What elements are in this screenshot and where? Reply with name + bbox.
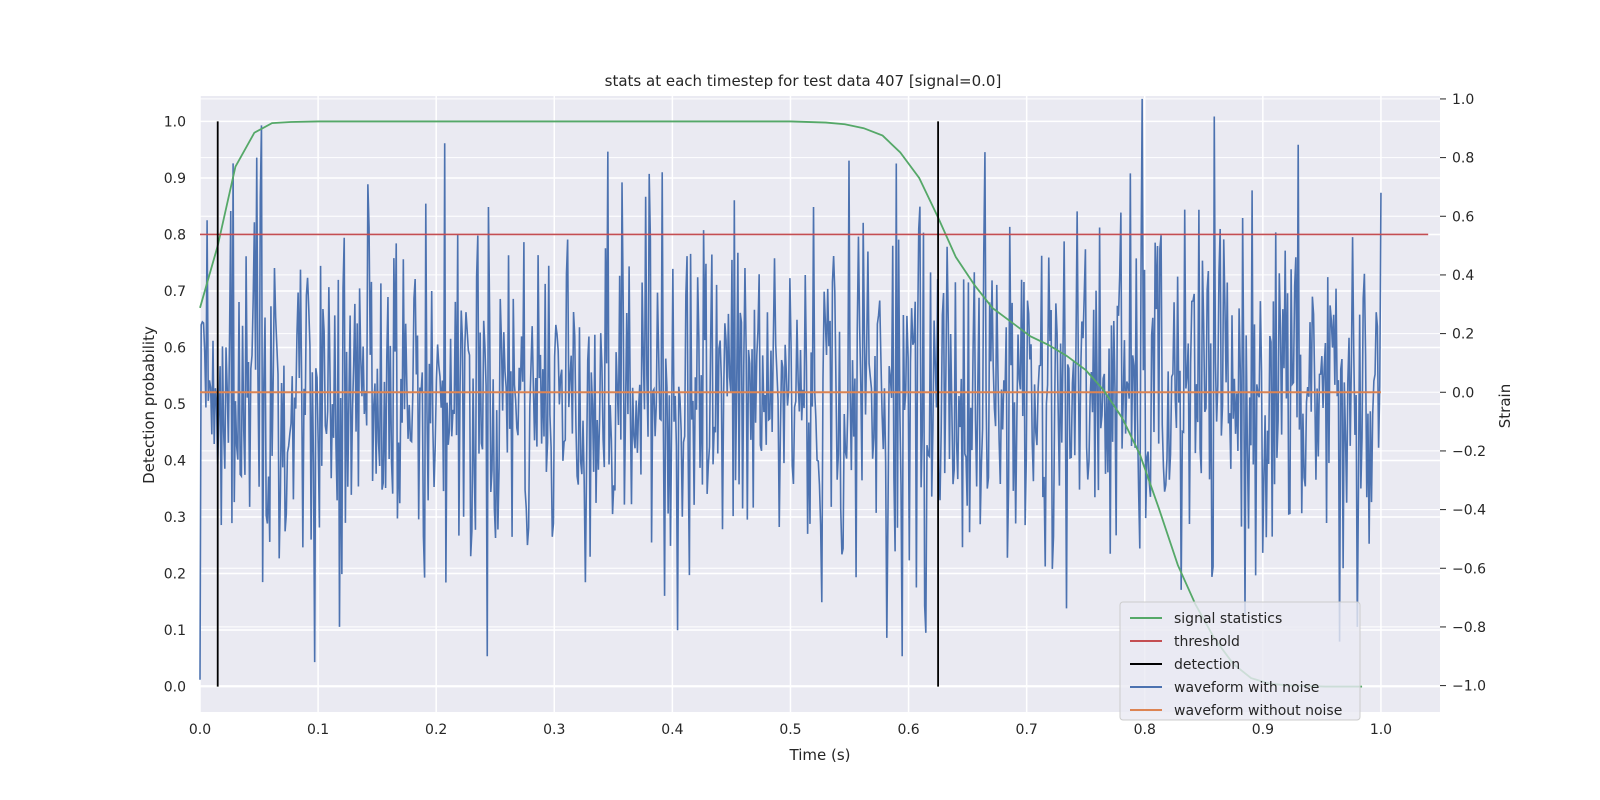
y-tick-label: 0.8 bbox=[164, 227, 186, 243]
legend-box bbox=[1119, 601, 1361, 721]
y2-tick-label: −1.0 bbox=[1452, 679, 1486, 695]
y2-tick-label: 0.2 bbox=[1452, 327, 1474, 343]
y-tick-label: 0.4 bbox=[164, 454, 186, 470]
x-tick-label: 0.1 bbox=[307, 722, 329, 738]
x-tick-label: 0.5 bbox=[779, 722, 801, 738]
y2-tick-label: −0.2 bbox=[1452, 444, 1486, 460]
x-tick-label: 0.0 bbox=[189, 722, 211, 738]
y-tick-label: 0.2 bbox=[164, 567, 186, 583]
x-tick-label: 0.3 bbox=[543, 722, 565, 738]
y-tick-label: 0.6 bbox=[164, 340, 186, 356]
chart-title: stats at each timestep for test data 407… bbox=[605, 72, 1002, 90]
y2-axis-title: Strain bbox=[1496, 384, 1514, 428]
x-tick-label: 1.0 bbox=[1370, 722, 1392, 738]
y2-tick-label: 0.6 bbox=[1452, 209, 1474, 225]
legend-label: signal statistics bbox=[1174, 611, 1282, 627]
x-tick-label: 0.9 bbox=[1252, 722, 1274, 738]
y-tick-label: 1.0 bbox=[164, 114, 186, 130]
ticks: 0.0 0.1 0.2 0.3 0.4 0.5 0.6 0.7 0.8 0.9 1.0 0.0 0.1 0… bbox=[164, 92, 1486, 738]
x-tick-label: 0.8 bbox=[1134, 722, 1156, 738]
y2-tick-label: −0.4 bbox=[1452, 503, 1486, 519]
x-axis-title: Time (s) bbox=[789, 746, 851, 764]
y2-tick-label: −0.8 bbox=[1452, 620, 1486, 636]
x-tick-label: 0.4 bbox=[661, 722, 683, 738]
y-tick-label: 0.1 bbox=[164, 623, 186, 639]
legend-label: waveform without noise bbox=[1174, 703, 1342, 719]
legend-label: detection bbox=[1174, 657, 1240, 673]
x-tick-label: 0.6 bbox=[897, 722, 919, 738]
y-tick-label: 0.5 bbox=[164, 397, 186, 413]
legend-label: threshold bbox=[1174, 634, 1240, 650]
y2-tick-label: 1.0 bbox=[1452, 92, 1474, 108]
y-tick-label: 0.0 bbox=[164, 680, 186, 696]
y-tick-label: 0.9 bbox=[164, 171, 186, 187]
y2-tick-label: 0.0 bbox=[1452, 385, 1474, 401]
legend-label: waveform with noise bbox=[1174, 680, 1319, 696]
y-axis-title: Detection probability bbox=[140, 326, 158, 484]
legend: signal statistics threshold detection wavef… bbox=[1119, 601, 1361, 721]
y-tick-label: 0.3 bbox=[164, 510, 186, 526]
y2-tick-label: −0.6 bbox=[1452, 561, 1486, 577]
x-tick-label: 0.7 bbox=[1016, 722, 1038, 738]
y-tick-label: 0.7 bbox=[164, 284, 186, 300]
series-waveform-with-noise bbox=[199, 98, 1382, 680]
x-tick-label: 0.2 bbox=[425, 722, 447, 738]
y2-tick-label: 0.8 bbox=[1452, 151, 1474, 167]
y2-tick-label: 0.4 bbox=[1452, 268, 1474, 284]
